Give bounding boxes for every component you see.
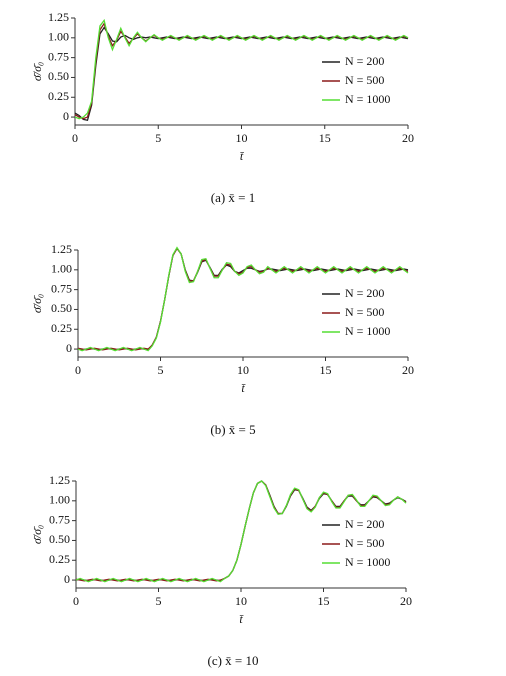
y-tick-label: 0.50: [51, 301, 72, 315]
x-tick-label: 15: [318, 594, 330, 608]
legend-label: N = 1000: [345, 92, 390, 106]
caption: (b) x̄ = 5: [210, 422, 255, 437]
series-line: [75, 480, 407, 583]
series-line: [74, 26, 409, 121]
y-tick-label: 0.25: [49, 552, 70, 566]
legend-label: N = 1000: [345, 555, 390, 569]
y-tick-label: 0: [63, 109, 69, 123]
x-tick-label: 5: [156, 594, 162, 608]
caption: (a) x̄ = 1: [211, 190, 256, 205]
x-tick-label: 20: [402, 131, 414, 145]
x-axis-label: t̄: [240, 149, 244, 163]
legend-label: N = 200: [345, 54, 384, 68]
legend-label: N = 500: [345, 73, 384, 87]
y-tick-label: 0.50: [49, 532, 70, 546]
x-tick-label: 10: [237, 363, 249, 377]
y-tick-label: 0.75: [49, 512, 70, 526]
x-tick-label: 15: [320, 363, 332, 377]
x-tick-label: 0: [75, 363, 81, 377]
y-tick-label: 1.00: [49, 493, 70, 507]
x-tick-label: 10: [235, 594, 247, 608]
legend-label: N = 200: [345, 517, 384, 531]
legend-label: N = 1000: [345, 324, 390, 338]
y-axis-label: σ̄/σ̄₀: [30, 294, 44, 313]
x-tick-label: 20: [402, 363, 414, 377]
legend-label: N = 500: [345, 305, 384, 319]
y-tick-label: 0.25: [48, 89, 69, 103]
series-line: [74, 18, 409, 120]
y-tick-label: 1.25: [48, 10, 69, 24]
y-tick-label: 1.00: [48, 30, 69, 44]
x-tick-label: 5: [158, 363, 164, 377]
y-tick-label: 0.75: [48, 49, 69, 63]
y-tick-label: 1.25: [51, 242, 72, 256]
y-tick-label: 1.25: [49, 473, 70, 487]
legend-label: N = 200: [345, 286, 384, 300]
legend-label: N = 500: [345, 536, 384, 550]
y-tick-label: 0: [64, 572, 70, 586]
y-axis-label: σ̄/σ̄₀: [30, 525, 44, 544]
y-tick-label: 0.50: [48, 69, 69, 83]
y-tick-label: 0.75: [51, 281, 72, 295]
x-tick-label: 15: [319, 131, 331, 145]
y-axis-label: σ̄/σ̄₀: [30, 62, 44, 81]
y-tick-label: 1.00: [51, 262, 72, 276]
caption: (c) x̄ = 10: [207, 653, 258, 668]
x-tick-label: 0: [72, 131, 78, 145]
y-tick-label: 0.25: [51, 321, 72, 335]
x-tick-label: 0: [73, 594, 79, 608]
x-tick-label: 10: [236, 131, 248, 145]
x-axis-label: t̄: [239, 612, 243, 626]
series-line: [77, 246, 409, 352]
x-axis-label: t̄: [241, 381, 245, 395]
x-tick-label: 5: [155, 131, 161, 145]
x-tick-label: 20: [400, 594, 412, 608]
y-tick-label: 0: [66, 341, 72, 355]
